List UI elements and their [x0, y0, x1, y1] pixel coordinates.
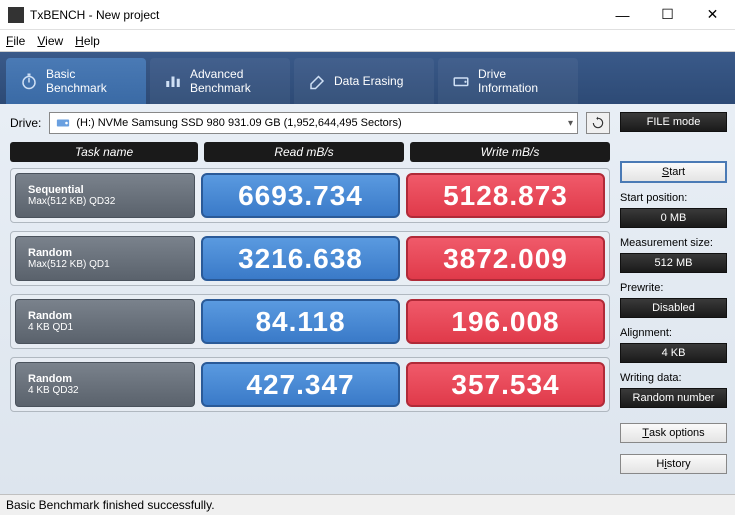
menu-file[interactable]: File [6, 34, 25, 48]
refresh-icon [591, 116, 605, 130]
menubar: File View Help [0, 30, 735, 52]
measurement-size-value[interactable]: 512 MB [620, 253, 727, 273]
writing-data-label: Writing data: [620, 372, 727, 384]
task-cell[interactable]: Random4 KB QD32 [15, 362, 195, 407]
task-options-button[interactable]: Task options [620, 423, 727, 443]
close-button[interactable]: ✕ [690, 0, 735, 30]
writing-data-value[interactable]: Random number [620, 388, 727, 408]
prewrite-value[interactable]: Disabled [620, 298, 727, 318]
alignment-value[interactable]: 4 KB [620, 343, 727, 363]
read-value: 3216.638 [201, 236, 400, 281]
prewrite-label: Prewrite: [620, 282, 727, 294]
alignment-label: Alignment: [620, 327, 727, 339]
tab-basic-benchmark[interactable]: BasicBenchmark [6, 58, 146, 104]
tab-advanced-benchmark[interactable]: AdvancedBenchmark [150, 58, 290, 104]
header-write: Write mB/s [410, 142, 610, 162]
chart-icon [164, 72, 182, 90]
write-value: 5128.873 [406, 173, 605, 218]
titlebar: TxBENCH - New project — ☐ ✕ [0, 0, 735, 30]
drive-row: Drive: (H:) NVMe Samsung SSD 980 931.09 … [10, 112, 610, 134]
menu-help[interactable]: Help [75, 34, 100, 48]
bench-row-3: Random4 KB QD32 427.347 357.534 [10, 357, 610, 412]
status-text: Basic Benchmark finished successfully. [6, 498, 215, 512]
read-value: 84.118 [201, 299, 400, 344]
read-value: 427.347 [201, 362, 400, 407]
results-header: Task name Read mB/s Write mB/s [10, 142, 610, 162]
bench-row-2: Random4 KB QD1 84.118 196.008 [10, 294, 610, 349]
start-button[interactable]: Start [620, 161, 727, 183]
minimize-button[interactable]: — [600, 0, 645, 30]
bench-row-0: SequentialMax(512 KB) QD32 6693.734 5128… [10, 168, 610, 223]
tabbar: BasicBenchmark AdvancedBenchmark Data Er… [0, 52, 735, 104]
maximize-button[interactable]: ☐ [645, 0, 690, 30]
write-value: 3872.009 [406, 236, 605, 281]
start-position-value[interactable]: 0 MB [620, 208, 727, 228]
statusbar: Basic Benchmark finished successfully. [0, 494, 735, 515]
refresh-button[interactable] [586, 112, 610, 134]
header-read: Read mB/s [204, 142, 404, 162]
read-value: 6693.734 [201, 173, 400, 218]
stopwatch-icon [20, 72, 38, 90]
tab-erasing-label: Data Erasing [334, 74, 403, 88]
tab-data-erasing[interactable]: Data Erasing [294, 58, 434, 104]
write-value: 196.008 [406, 299, 605, 344]
chevron-down-icon: ▾ [568, 118, 573, 129]
task-cell[interactable]: RandomMax(512 KB) QD1 [15, 236, 195, 281]
file-mode-button[interactable]: FILE mode [620, 112, 727, 132]
app-icon [8, 7, 24, 23]
window-title: TxBENCH - New project [30, 8, 600, 22]
history-button[interactable]: History [620, 454, 727, 474]
bench-row-1: RandomMax(512 KB) QD1 3216.638 3872.009 [10, 231, 610, 286]
drive-select[interactable]: (H:) NVMe Samsung SSD 980 931.09 GB (1,9… [49, 112, 578, 134]
erase-icon [308, 72, 326, 90]
measurement-size-label: Measurement size: [620, 237, 727, 249]
disk-icon [56, 116, 70, 130]
task-cell[interactable]: SequentialMax(512 KB) QD32 [15, 173, 195, 218]
drive-text: (H:) NVMe Samsung SSD 980 931.09 GB (1,9… [76, 117, 401, 129]
task-cell[interactable]: Random4 KB QD1 [15, 299, 195, 344]
start-position-label: Start position: [620, 192, 727, 204]
write-value: 357.534 [406, 362, 605, 407]
drive-label: Drive: [10, 116, 41, 130]
header-task: Task name [10, 142, 198, 162]
tab-drive-information[interactable]: DriveInformation [438, 58, 578, 104]
menu-view[interactable]: View [37, 34, 63, 48]
drive-icon [452, 72, 470, 90]
